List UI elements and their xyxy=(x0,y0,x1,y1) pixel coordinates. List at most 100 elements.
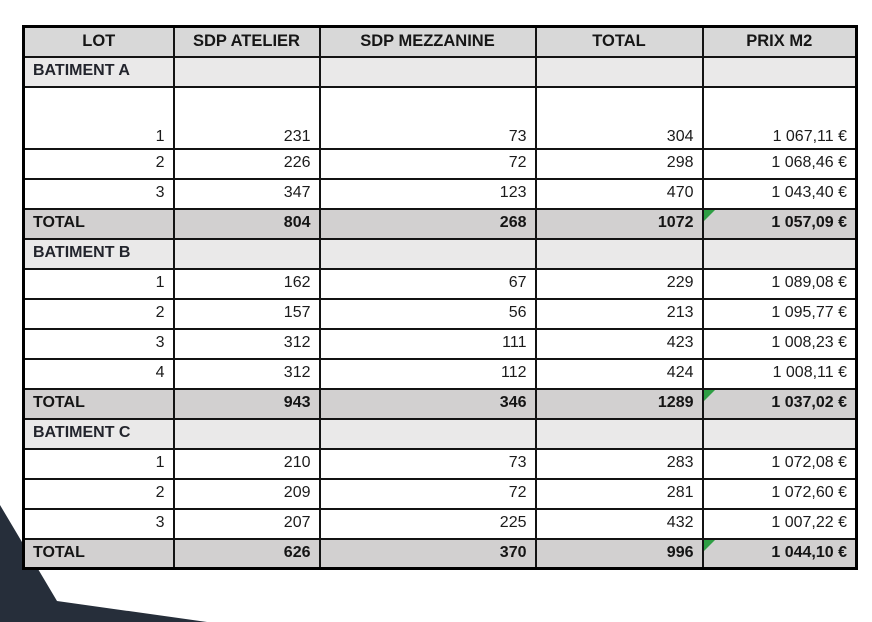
lot-cell: 3 xyxy=(22,507,175,540)
total-sdp-mezzanine-cell: 346 xyxy=(318,387,537,420)
sdp-atelier-cell: 209 xyxy=(172,477,321,510)
section-row-batiment-a: BATIMENT A xyxy=(22,55,858,88)
lot-cell: 3 xyxy=(22,177,175,210)
prix-m2-cell: 1 043,40 € xyxy=(701,177,858,210)
sdp-mezzanine-cell: 72 xyxy=(318,477,537,510)
total-sdp-atelier-cell: 943 xyxy=(172,387,321,420)
total-sdp-mezzanine-cell: 370 xyxy=(318,537,537,570)
sdp-atelier-cell: 207 xyxy=(172,507,321,540)
total-prix-m2-cell: 1 057,09 € xyxy=(701,207,858,240)
total-label: TOTAL xyxy=(22,207,175,240)
total-row-batiment-c: TOTAL 626 370 996 1 044,10 € xyxy=(22,537,858,570)
empty-cell xyxy=(172,55,321,88)
sdp-atelier-cell: 162 xyxy=(172,267,321,300)
total-row-batiment-b: TOTAL 943 346 1289 1 037,02 € xyxy=(22,387,858,420)
excel-error-flag-icon xyxy=(704,210,715,221)
section-row-batiment-b: BATIMENT B xyxy=(22,237,858,270)
empty-cell xyxy=(172,237,321,270)
total-total-cell: 1072 xyxy=(534,207,704,240)
sdp-atelier-cell: 312 xyxy=(172,327,321,360)
prix-m2-cell: 1 072,08 € xyxy=(701,447,858,480)
column-header-prix-m2: PRIX M2 xyxy=(701,25,858,58)
total-total-cell: 1289 xyxy=(534,387,704,420)
total-prix-m2-value: 1 037,02 € xyxy=(771,394,847,411)
column-header-lot: LOT xyxy=(22,25,175,58)
lot-cell: 1 xyxy=(22,85,175,150)
total-cell: 304 xyxy=(534,85,704,150)
lot-surface-table: LOT SDP ATELIER SDP MEZZANINE TOTAL PRIX… xyxy=(22,25,858,570)
empty-cell xyxy=(701,55,858,88)
empty-cell xyxy=(701,417,858,450)
total-sdp-mezzanine-cell: 268 xyxy=(318,207,537,240)
total-cell: 281 xyxy=(534,477,704,510)
sdp-mezzanine-cell: 73 xyxy=(318,85,537,150)
table-row: 3 312 111 423 1 008,23 € xyxy=(22,327,858,360)
total-sdp-atelier-cell: 626 xyxy=(172,537,321,570)
total-label: TOTAL xyxy=(22,387,175,420)
prix-m2-cell: 1 089,08 € xyxy=(701,267,858,300)
lot-cell: 2 xyxy=(22,297,175,330)
table-row: 2 209 72 281 1 072,60 € xyxy=(22,477,858,510)
empty-cell xyxy=(318,417,537,450)
sdp-mezzanine-cell: 111 xyxy=(318,327,537,360)
lot-cell: 4 xyxy=(22,357,175,390)
section-label: BATIMENT A xyxy=(22,55,175,88)
total-prix-m2-cell: 1 037,02 € xyxy=(701,387,858,420)
sdp-mezzanine-cell: 73 xyxy=(318,447,537,480)
total-cell: 213 xyxy=(534,297,704,330)
column-header-sdp-mezzanine: SDP MEZZANINE xyxy=(318,25,537,58)
sdp-atelier-cell: 210 xyxy=(172,447,321,480)
lot-cell: 2 xyxy=(22,147,175,180)
total-label: TOTAL xyxy=(22,537,175,570)
total-cell: 298 xyxy=(534,147,704,180)
total-cell: 423 xyxy=(534,327,704,360)
total-row-batiment-a: TOTAL 804 268 1072 1 057,09 € xyxy=(22,207,858,240)
column-header-total: TOTAL xyxy=(534,25,704,58)
sdp-atelier-cell: 347 xyxy=(172,177,321,210)
prix-m2-cell: 1 008,11 € xyxy=(701,357,858,390)
table-row: 4 312 112 424 1 008,11 € xyxy=(22,357,858,390)
total-sdp-atelier-cell: 804 xyxy=(172,207,321,240)
sdp-mezzanine-cell: 123 xyxy=(318,177,537,210)
sdp-mezzanine-cell: 72 xyxy=(318,147,537,180)
total-prix-m2-value: 1 057,09 € xyxy=(771,214,847,231)
prix-m2-cell: 1 008,23 € xyxy=(701,327,858,360)
sdp-atelier-cell: 312 xyxy=(172,357,321,390)
table-row: 2 157 56 213 1 095,77 € xyxy=(22,297,858,330)
empty-cell xyxy=(534,237,704,270)
section-row-batiment-c: BATIMENT C xyxy=(22,417,858,450)
prix-m2-cell: 1 068,46 € xyxy=(701,147,858,180)
empty-cell xyxy=(172,417,321,450)
total-prix-m2-cell: 1 044,10 € xyxy=(701,537,858,570)
prix-m2-cell: 1 095,77 € xyxy=(701,297,858,330)
total-prix-m2-value: 1 044,10 € xyxy=(771,543,847,561)
sdp-mezzanine-cell: 225 xyxy=(318,507,537,540)
table-row: 2 226 72 298 1 068,46 € xyxy=(22,147,858,180)
empty-cell xyxy=(534,417,704,450)
total-cell: 229 xyxy=(534,267,704,300)
prix-m2-cell: 1 072,60 € xyxy=(701,477,858,510)
sdp-atelier-cell: 231 xyxy=(172,85,321,150)
total-total-cell: 996 xyxy=(534,537,704,570)
empty-cell xyxy=(318,55,537,88)
lot-cell: 1 xyxy=(22,447,175,480)
prix-m2-cell: 1 067,11 € xyxy=(701,85,858,150)
section-label: BATIMENT C xyxy=(22,417,175,450)
table-row: 1 231 73 304 1 067,11 € xyxy=(22,85,858,150)
excel-error-flag-icon xyxy=(704,390,715,401)
table-row: 3 207 225 432 1 007,22 € xyxy=(22,507,858,540)
excel-error-flag-icon xyxy=(704,540,715,551)
empty-cell xyxy=(318,237,537,270)
total-cell: 424 xyxy=(534,357,704,390)
table-row: 1 210 73 283 1 072,08 € xyxy=(22,447,858,480)
table-row: 1 162 67 229 1 089,08 € xyxy=(22,267,858,300)
total-cell: 283 xyxy=(534,447,704,480)
column-header-sdp-atelier: SDP ATELIER xyxy=(172,25,321,58)
total-cell: 432 xyxy=(534,507,704,540)
sdp-mezzanine-cell: 112 xyxy=(318,357,537,390)
lot-cell: 1 xyxy=(22,267,175,300)
table-row: 3 347 123 470 1 043,40 € xyxy=(22,177,858,210)
sdp-atelier-cell: 226 xyxy=(172,147,321,180)
empty-cell xyxy=(534,55,704,88)
sdp-mezzanine-cell: 67 xyxy=(318,267,537,300)
